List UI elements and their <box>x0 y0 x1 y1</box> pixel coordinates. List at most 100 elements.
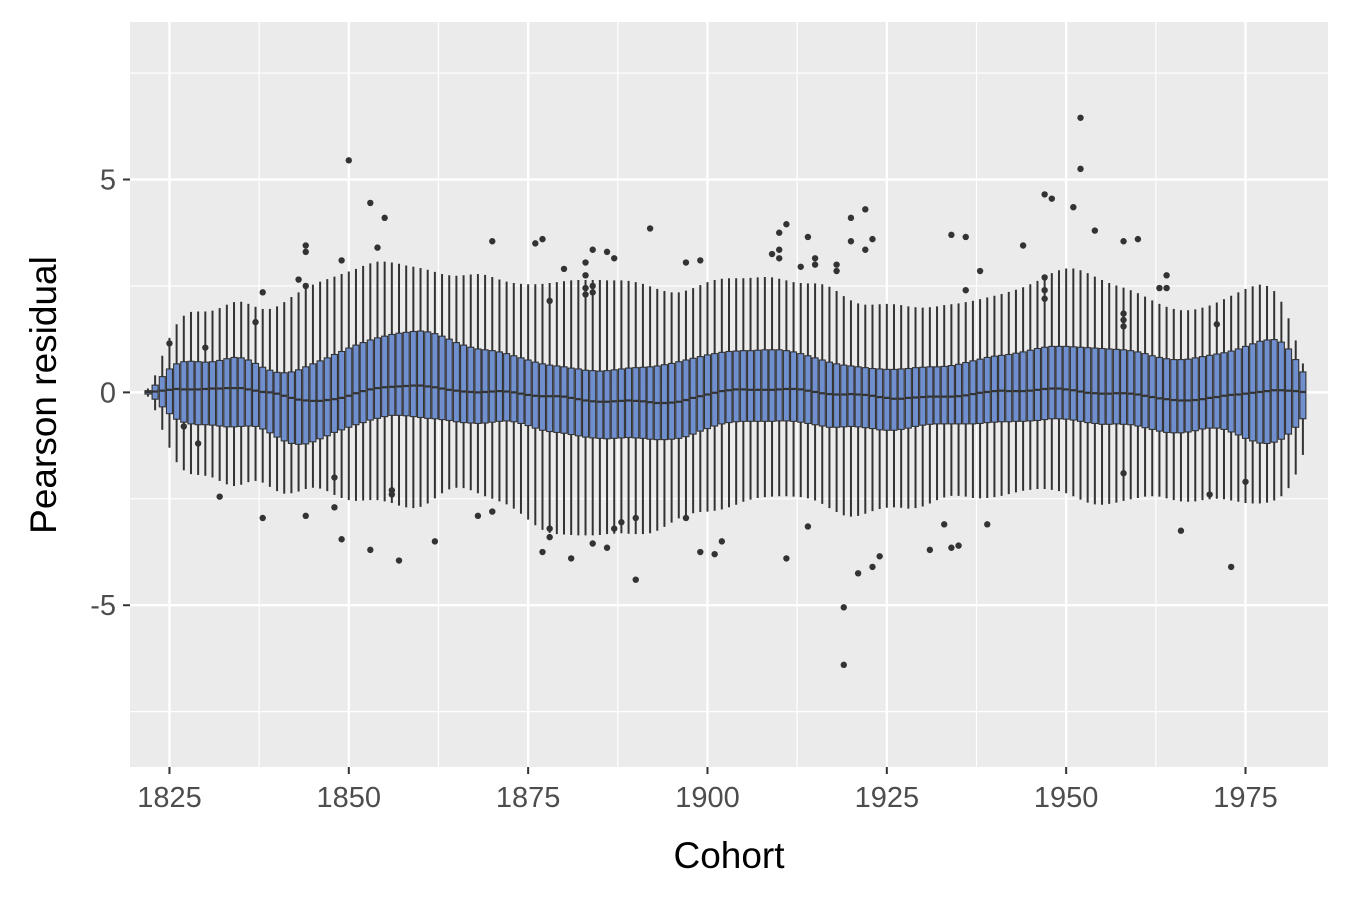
box-1869 <box>481 274 489 497</box>
box-iqr <box>503 353 511 422</box>
box-iqr <box>847 365 855 427</box>
box-1955 <box>1098 279 1106 505</box>
box-iqr <box>969 360 977 425</box>
box-1836 <box>244 303 252 483</box>
outlier-point <box>646 225 654 232</box>
box-1891 <box>639 283 647 535</box>
box-iqr <box>474 348 482 424</box>
box-1826 <box>173 324 181 463</box>
box-iqr <box>1098 347 1106 425</box>
box-1838 <box>259 308 267 483</box>
outlier-point <box>216 493 223 500</box>
box-iqr <box>1062 345 1070 420</box>
box-1872 <box>503 281 511 505</box>
box-iqr <box>287 371 295 445</box>
box-1850 <box>345 271 353 501</box>
outlier-point <box>862 206 869 213</box>
box-1959 <box>1127 290 1135 500</box>
outlier-point <box>259 289 266 296</box>
box-1924 <box>876 304 884 510</box>
box-1868 <box>474 274 482 494</box>
box-1981 <box>1284 318 1293 489</box>
box-iqr <box>732 350 740 423</box>
box-1843 <box>295 292 303 492</box>
outlier-point <box>539 235 546 243</box>
box-iqr <box>560 366 568 434</box>
box-1942 <box>1005 291 1013 495</box>
box-iqr <box>495 351 504 422</box>
box-1854 <box>373 261 382 501</box>
box-iqr <box>330 353 339 433</box>
outlier-point <box>367 546 374 554</box>
box-1863 <box>438 274 446 494</box>
box-1925 <box>883 303 891 508</box>
y-axis: -5 0 5 <box>90 165 130 622</box>
box-iqr <box>345 347 353 428</box>
outlier-point <box>589 282 596 290</box>
x-axis-title: Cohort <box>673 835 785 876</box>
outlier-point <box>783 555 790 562</box>
box-1914 <box>804 283 812 499</box>
box-1940 <box>990 295 998 498</box>
box-1907 <box>754 277 762 498</box>
box-iqr <box>933 366 941 425</box>
box-1927 <box>897 305 905 508</box>
box-iqr <box>954 363 963 425</box>
box-iqr <box>259 366 267 430</box>
outlier-point <box>1163 284 1170 292</box>
outlier-point <box>1177 527 1185 534</box>
box-iqr <box>581 369 590 438</box>
box-1944 <box>1019 287 1027 491</box>
outlier-point <box>783 221 790 228</box>
outlier-point <box>1077 165 1084 173</box>
x-axis: 1825 1850 1875 1900 1925 1950 1975 <box>137 767 1278 814</box>
outlier-point <box>180 423 188 430</box>
box-iqr <box>165 368 174 415</box>
box-1950 <box>1062 268 1070 494</box>
x-tick-label: 1925 <box>855 782 920 814</box>
box-iqr <box>1091 347 1099 424</box>
box-1900 <box>703 282 712 512</box>
box-iqr <box>983 356 991 424</box>
outlier-point <box>718 538 726 545</box>
box-1873 <box>510 282 518 509</box>
box-iqr <box>309 363 317 443</box>
box-1963 <box>1155 303 1163 497</box>
outlier-point <box>489 508 496 515</box>
box-iqr <box>510 355 518 423</box>
outlier-point <box>869 563 876 571</box>
box-iqr <box>711 353 719 427</box>
box-1888 <box>617 280 625 534</box>
x-tick-label: 1975 <box>1213 782 1278 814</box>
outlier-point <box>1120 310 1127 317</box>
box-1917 <box>825 286 833 509</box>
box-1822 <box>144 388 152 397</box>
box-1857 <box>395 263 403 506</box>
box-1830 <box>201 311 209 476</box>
outlier-point <box>589 540 596 547</box>
box-iqr <box>1112 348 1120 425</box>
box-1976 <box>1249 286 1257 504</box>
outlier-point <box>697 257 704 264</box>
box-iqr <box>703 354 712 430</box>
box-1945 <box>1026 284 1034 490</box>
box-1962 <box>1148 300 1156 497</box>
outlier-point <box>1077 114 1084 121</box>
box-iqr <box>1069 346 1077 421</box>
box-1957 <box>1112 285 1120 503</box>
outlier-point <box>1120 316 1127 324</box>
box-iqr <box>689 357 697 435</box>
box-1879 <box>553 282 561 535</box>
box-iqr <box>338 350 346 431</box>
outlier-point <box>338 257 345 264</box>
box-iqr <box>1163 358 1171 433</box>
box-iqr <box>739 350 747 422</box>
box-1936 <box>962 302 970 497</box>
box-iqr <box>854 366 862 428</box>
box-iqr <box>460 344 468 424</box>
box-iqr <box>388 333 396 416</box>
box-1860 <box>416 268 425 507</box>
x-tick-label: 1875 <box>496 782 561 814</box>
box-iqr <box>431 333 439 420</box>
box-1913 <box>797 282 805 498</box>
